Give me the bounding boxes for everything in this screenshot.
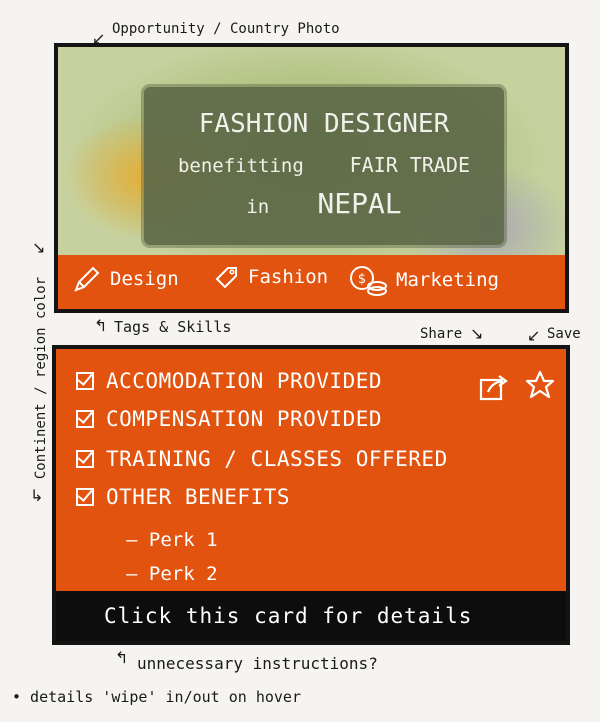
- country-photo: FASHION DESIGNER benefitting FAIR TRADE …: [58, 47, 565, 259]
- card-footer: Click this card for details: [56, 591, 566, 641]
- benefits-card[interactable]: ACCOMODATION PROVIDED COMPENSATION PROVI…: [52, 345, 570, 645]
- tags-label: Tags & Skills: [114, 318, 232, 336]
- title-benefitting: benefitting: [177, 155, 304, 177]
- region-label-arrow-top: ↘: [32, 238, 46, 257]
- save-label: Save: [547, 326, 581, 342]
- tags-label-arrow: ↰: [94, 316, 108, 335]
- svg-text:$: $: [358, 272, 366, 287]
- save-label-arrow: ↙: [527, 326, 541, 345]
- checkbox-checked-icon: [76, 450, 94, 468]
- checkbox-checked-icon: [76, 410, 94, 428]
- tag-label: Marketing: [396, 269, 499, 291]
- hover-note: • details 'wipe' in/out on hover: [12, 688, 301, 706]
- tags-bar: Design Fashion $ Marketing: [58, 255, 565, 309]
- benefit-item: COMPENSATION PROVIDED: [76, 407, 382, 431]
- title-line-2: benefitting FAIR TRADE: [144, 153, 504, 177]
- instructions-label-arrow: ↰: [115, 648, 129, 667]
- share-label: Share: [420, 326, 463, 342]
- benefit-item: OTHER BENEFITS: [76, 485, 290, 509]
- photo-label-arrow: ↙: [92, 29, 106, 48]
- pencil-icon: [74, 266, 100, 292]
- footer-instruction: Click this card for details: [104, 604, 473, 628]
- share-icon[interactable]: [478, 371, 510, 403]
- price-tag-icon: [215, 267, 237, 289]
- instructions-label: unnecessary instructions?: [137, 654, 378, 673]
- title-fair-trade: FAIR TRADE: [349, 153, 471, 177]
- perk-item: — Perk 2: [126, 563, 218, 585]
- opportunity-photo-card[interactable]: FASHION DESIGNER benefitting FAIR TRADE …: [54, 43, 569, 313]
- tag-marketing[interactable]: $ Marketing: [348, 264, 499, 296]
- perk-item: — Perk 1: [126, 529, 218, 551]
- tag-design[interactable]: Design: [72, 264, 179, 294]
- benefit-item: TRAINING / CLASSES OFFERED: [76, 447, 448, 471]
- region-label-arrow-bottom: ↳: [30, 486, 44, 505]
- benefit-label: COMPENSATION PROVIDED: [106, 407, 383, 431]
- tag-label: Fashion: [248, 266, 329, 288]
- coins-icon: $: [350, 266, 387, 296]
- title-in: in: [246, 196, 270, 218]
- checkbox-checked-icon: [76, 372, 94, 390]
- photo-label: Opportunity / Country Photo: [112, 21, 340, 37]
- benefit-label: OTHER BENEFITS: [106, 485, 291, 509]
- share-label-arrow: ↘: [470, 324, 484, 343]
- benefit-item: ACCOMODATION PROVIDED: [76, 369, 382, 393]
- title-line-3: in NEPAL: [144, 187, 504, 220]
- title-line-1: FASHION DESIGNER: [198, 109, 450, 139]
- checkbox-checked-icon: [76, 488, 94, 506]
- region-label: Continent / region color: [33, 276, 50, 480]
- photo-title-box: FASHION DESIGNER benefitting FAIR TRADE …: [144, 87, 504, 245]
- title-country: NEPAL: [317, 187, 402, 220]
- tag-label: Design: [110, 268, 179, 290]
- star-icon[interactable]: [524, 369, 556, 401]
- benefit-label: ACCOMODATION PROVIDED: [106, 369, 383, 393]
- benefit-label: TRAINING / CLASSES OFFERED: [106, 447, 448, 471]
- tag-fashion[interactable]: Fashion: [214, 264, 328, 290]
